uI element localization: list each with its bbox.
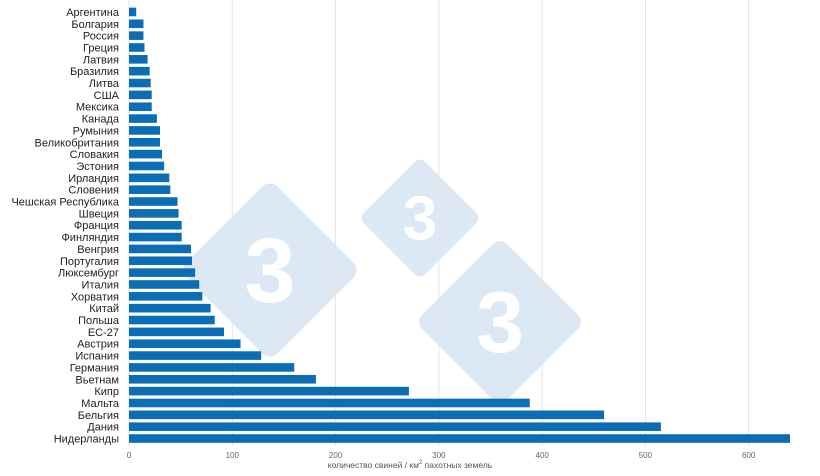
- bar: [129, 256, 193, 266]
- bar: [129, 185, 171, 194]
- bar: [129, 149, 163, 159]
- category-label: Бельгия: [78, 410, 119, 422]
- bar: [129, 43, 145, 52]
- bar: [129, 102, 152, 112]
- category-label: Словакия: [70, 149, 119, 161]
- watermark-diamond: 3: [419, 241, 581, 403]
- x-tick-label: 0: [127, 451, 132, 460]
- category-label: Финляндия: [61, 232, 119, 244]
- category-label: Канада: [82, 114, 120, 126]
- grid: [128, 0, 750, 447]
- bar: [129, 220, 182, 230]
- bar: [129, 398, 530, 408]
- svg-text:3: 3: [476, 275, 524, 371]
- category-label: Мальта: [81, 398, 120, 410]
- category-labels: АргентинаБолгарияРоссияГрецияЛатвияБрази…: [11, 7, 119, 446]
- category-label: Австрия: [77, 339, 119, 351]
- bar: [129, 303, 211, 313]
- bar: [129, 232, 182, 242]
- category-label: Литва: [89, 78, 120, 90]
- bar: [129, 422, 661, 431]
- bar: [129, 66, 150, 76]
- category-label: Латвия: [83, 54, 119, 66]
- category-label: Эстония: [76, 161, 119, 173]
- bar: [129, 244, 191, 254]
- bar: [129, 315, 215, 325]
- svg-text:3: 3: [244, 220, 295, 322]
- bar: [129, 351, 262, 360]
- category-label: Великобритания: [35, 137, 120, 149]
- category-label: Вьетнам: [75, 374, 119, 386]
- category-label: Италия: [82, 279, 120, 291]
- svg-text:3: 3: [403, 185, 437, 254]
- bar: [129, 386, 409, 396]
- category-label: США: [94, 90, 120, 102]
- x-tick-label: 300: [432, 451, 446, 460]
- x-tick-label: 100: [226, 451, 240, 460]
- category-label: Дания: [87, 422, 119, 434]
- category-label: Аргентина: [66, 7, 120, 19]
- category-label: Ирландия: [68, 173, 119, 185]
- bar: [129, 173, 170, 183]
- category-label: Испания: [75, 351, 119, 363]
- bar: [129, 7, 137, 17]
- watermark-diamond: 3: [183, 183, 357, 357]
- category-label: Португалия: [60, 256, 119, 268]
- bar: [129, 268, 196, 277]
- category-label: Мексика: [76, 102, 120, 114]
- category-label: Польша: [78, 315, 120, 327]
- bar: [129, 197, 178, 206]
- bar: [129, 161, 165, 171]
- category-label: Греция: [83, 42, 119, 54]
- category-label: Хорватия: [71, 291, 119, 303]
- bar: [129, 78, 151, 88]
- bar: [129, 209, 179, 218]
- category-label: Чешская Республика: [11, 197, 119, 209]
- bar: [129, 126, 160, 135]
- bar: [129, 363, 295, 372]
- category-label: Нидерланды: [54, 434, 119, 446]
- bar: [129, 339, 241, 349]
- bar: [129, 410, 605, 420]
- category-label: Румыния: [73, 125, 119, 137]
- category-label: Люксембург: [58, 268, 119, 280]
- watermark: 333: [183, 159, 581, 403]
- x-tick-label: 600: [742, 451, 756, 460]
- category-label: Россия: [83, 31, 119, 43]
- category-label: Кипр: [94, 386, 119, 398]
- category-label: Бразилия: [70, 66, 119, 78]
- category-label: Франция: [74, 220, 119, 232]
- bar: [129, 137, 160, 147]
- bar: [129, 90, 152, 100]
- category-label: Швеция: [79, 208, 119, 220]
- category-label: Болгария: [71, 19, 119, 31]
- x-tick-label: 500: [639, 451, 653, 460]
- category-label: Словения: [68, 185, 119, 197]
- x-tick-label: 400: [535, 451, 549, 460]
- bar: [129, 374, 316, 384]
- bar: [129, 280, 200, 289]
- category-label: Китай: [89, 303, 119, 315]
- category-label: ЕС-27: [88, 327, 119, 339]
- watermark-diamond: 3: [361, 159, 479, 277]
- category-label: Венгрия: [77, 244, 119, 256]
- bar: [129, 114, 157, 123]
- bar: [129, 55, 148, 64]
- bars: [129, 7, 790, 443]
- x-tick-label: 200: [329, 451, 343, 460]
- bar: [129, 434, 790, 443]
- category-label: Германия: [70, 362, 119, 374]
- bar: [129, 292, 203, 301]
- x-tick-labels: 0 100 200 300 400 500 600: [127, 451, 756, 460]
- bar: [129, 19, 144, 29]
- bar: [129, 327, 225, 337]
- x-axis-label: количество свиней / км2 пахотных земель: [328, 460, 493, 470]
- bar: [129, 31, 144, 40]
